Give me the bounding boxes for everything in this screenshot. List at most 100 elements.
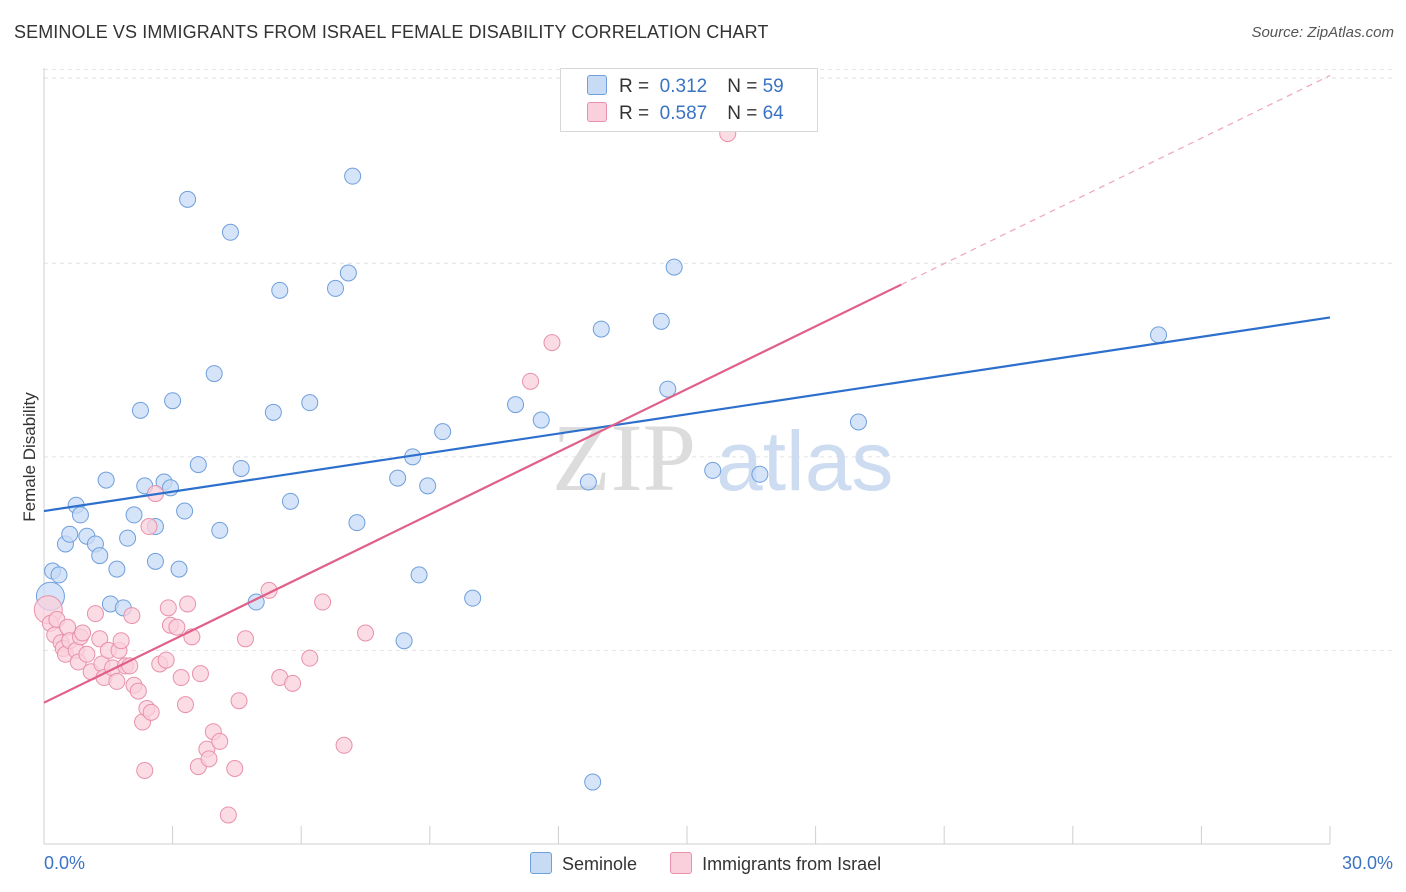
seminole-point [344,167,362,185]
seminole-point [751,465,769,483]
seminole-point [339,264,357,282]
grid-layer [44,69,1395,651]
legend-item-israel[interactable]: Immigrants from Israel [670,852,881,875]
israel-point [176,696,194,714]
seminole-point [584,773,602,791]
israel-point [129,682,147,700]
tick-label-layer: 10.0%20.0%30.0%40.0%0.0%30.0% [44,0,1393,873]
seminole-point [410,566,428,584]
israel-swatch [587,102,607,122]
seminole-point [659,380,677,398]
seminole-point [119,529,137,547]
watermark: ZIP atlas [552,404,893,511]
israel-point [179,595,197,613]
seminole-point [264,403,282,421]
israel-point [108,672,126,690]
series-legend: Seminole Immigrants from Israel [530,852,909,878]
x-tick-label: 30.0% [1342,853,1393,873]
seminole-point [326,279,344,297]
israel-point [284,674,302,692]
israel-point [168,618,186,636]
seminole-point [146,552,164,570]
israel-point [136,761,154,779]
seminole-swatch [587,75,607,95]
y-tick-label: 30.0% [1342,0,1393,4]
seminole-swatch [530,852,552,874]
seminole-point [532,411,550,429]
israel-point [211,732,229,750]
israel-point [157,651,175,669]
n-value: 64 [762,103,784,124]
seminole-point [665,258,683,276]
r-label: R = [619,103,650,124]
points-layer [33,125,1168,824]
seminole-point [434,423,452,441]
axis-layer [43,68,1331,845]
seminole-point [71,506,89,524]
seminole-point [179,190,197,208]
r-value: 0.587 [659,103,708,124]
seminole-point [91,547,109,565]
seminole-point [849,413,867,431]
n-label: N = [727,103,758,124]
israel-point [230,692,248,710]
watermark-zip: ZIP [552,404,696,511]
seminole-point [97,471,115,489]
seminole-point [301,394,319,412]
legend-item-seminole[interactable]: Seminole [530,852,637,875]
israel-point [335,736,353,754]
x-tick-label: 0.0% [44,853,85,873]
seminole-point [395,632,413,650]
trend-layer [43,74,1331,704]
israel-point [522,372,540,390]
israel-point [172,669,190,687]
israel-point [236,630,254,648]
y-tick-label: 40.0% [1342,0,1393,4]
legend-label: Immigrants from Israel [702,854,882,874]
seminole-point [1150,326,1168,344]
chart-source: Source: ZipAtlas.com [1251,24,1394,41]
seminole-point [221,223,239,241]
seminole-point [189,456,207,474]
israel-point [159,599,177,617]
israel-point [191,665,209,683]
n-label: N = [727,76,758,97]
seminole-point [348,514,366,532]
israel-point [74,624,92,642]
watermark-atlas: atlas [716,414,893,508]
israel-point [112,632,130,650]
stats-legend: R = 0.312 N = 59 R = 0.587 N = 64 [560,68,818,132]
israel-point [123,607,141,625]
chart-title: SEMINOLE VS IMMIGRANTS FROM ISRAEL FEMAL… [14,22,769,42]
seminole-point [507,396,525,414]
israel-point [543,334,561,352]
seminole-point [211,521,229,539]
n-value: 59 [762,76,784,97]
seminole-point [704,461,722,479]
r-label: R = [619,76,650,97]
israel-point [357,624,374,642]
israel-point [301,649,319,667]
israel-point [140,518,158,536]
israel-point [314,593,332,611]
seminole-point [125,506,143,524]
israel-trend-extension [901,74,1331,286]
israel-point [78,645,96,663]
seminole-point [164,392,182,410]
seminole-point [108,560,126,578]
seminole-point [50,566,68,584]
seminole-point [205,365,223,383]
seminole-point [170,560,188,578]
israel-trend-line [43,283,902,704]
seminole-point [652,312,670,330]
seminole-point [131,401,149,419]
seminole-point [232,459,250,477]
seminole-point [419,477,437,495]
seminole-point [464,589,482,607]
seminole-point [61,525,79,543]
seminole-point [579,473,597,491]
seminole-point [389,469,407,487]
israel-swatch [670,852,693,874]
israel-point [91,630,109,648]
